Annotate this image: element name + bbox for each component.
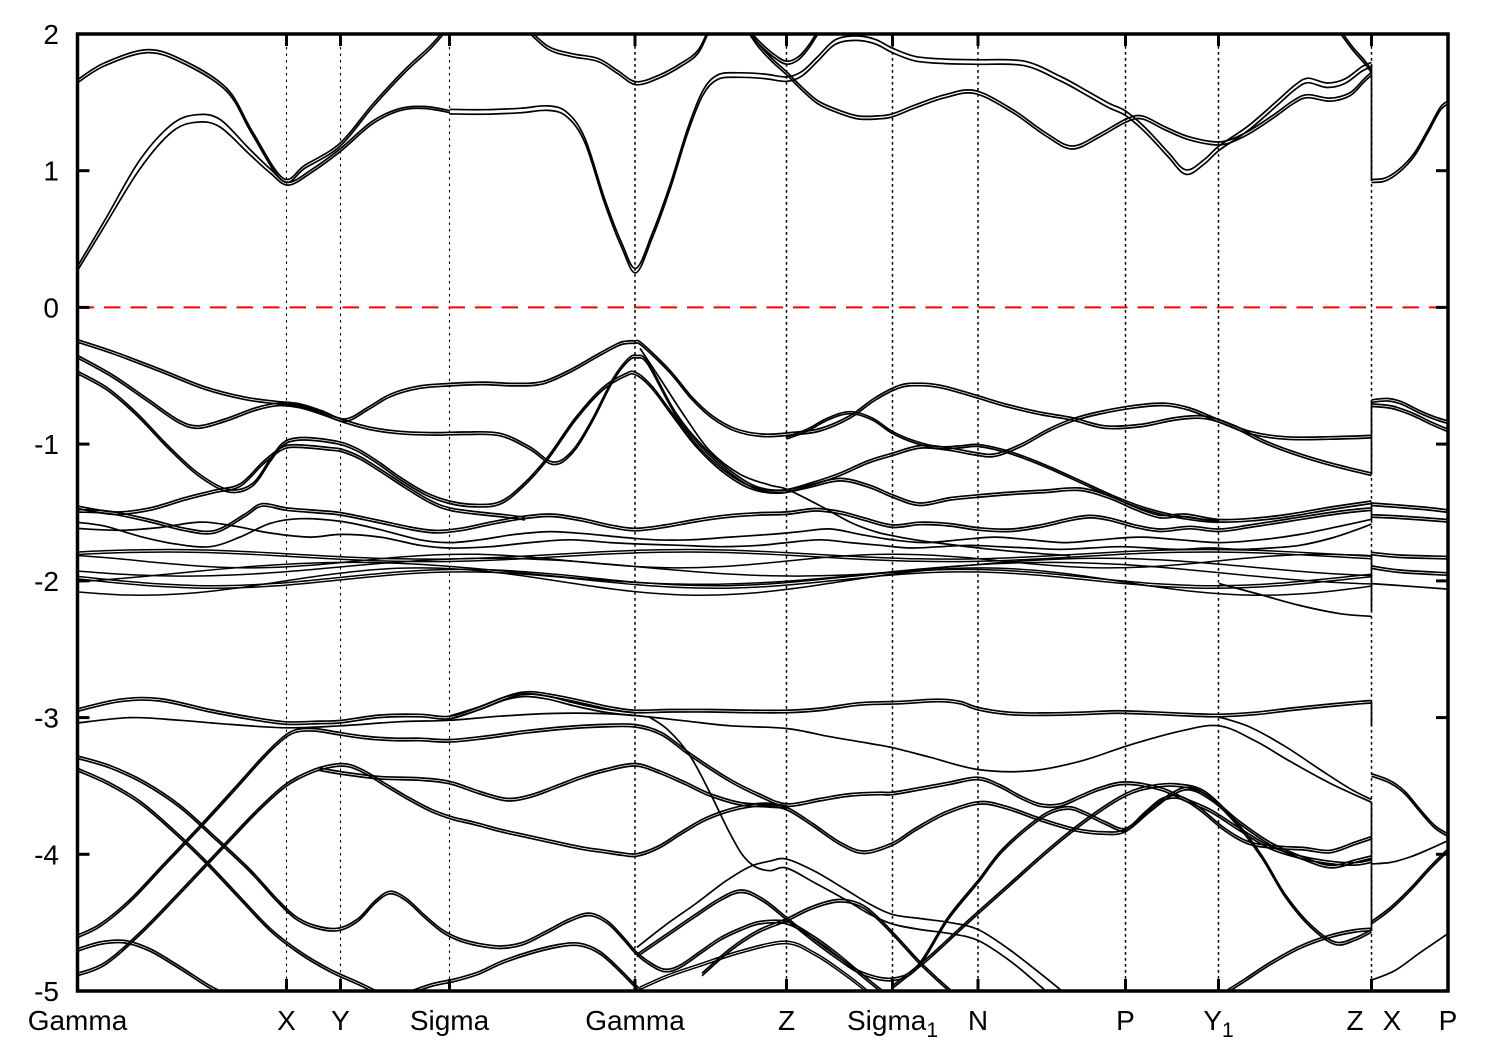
svg-text:Gamma: Gamma (28, 1005, 128, 1036)
svg-text:Z: Z (778, 1005, 795, 1036)
svg-text:0: 0 (43, 292, 59, 323)
svg-text:1: 1 (43, 156, 59, 187)
svg-text:2: 2 (43, 19, 59, 50)
svg-text:-1: -1 (34, 429, 59, 460)
svg-text:Y: Y (331, 1005, 350, 1036)
svg-text:-2: -2 (34, 566, 59, 597)
svg-text:X: X (1383, 1005, 1402, 1036)
svg-text:-4: -4 (34, 839, 59, 870)
svg-text:P: P (1116, 1005, 1135, 1036)
svg-text:-3: -3 (34, 703, 59, 734)
svg-text:Sigma: Sigma (410, 1005, 490, 1036)
svg-text:P: P (1439, 1005, 1458, 1036)
svg-text:Sigma1: Sigma1 (847, 1005, 938, 1042)
svg-text:Gamma: Gamma (585, 1005, 685, 1036)
svg-text:N: N (968, 1005, 988, 1036)
svg-text:X: X (277, 1005, 296, 1036)
svg-text:-5: -5 (34, 976, 59, 1007)
svg-text:Z: Z (1346, 1005, 1363, 1036)
